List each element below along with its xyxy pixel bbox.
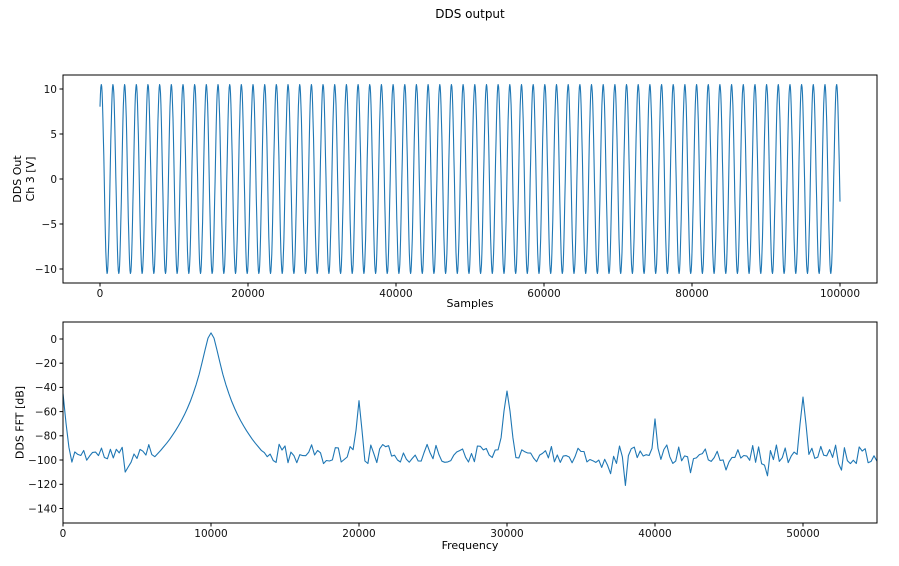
y-tick-label: −20 xyxy=(35,358,57,370)
x-tick-label: 20000 xyxy=(231,288,264,300)
y-tick-label: −100 xyxy=(28,455,57,467)
x-tick-label: 0 xyxy=(60,528,67,540)
dds-output-line xyxy=(99,83,841,275)
y-tick-label: 0 xyxy=(50,334,57,346)
y-tick-label: −120 xyxy=(28,479,57,491)
y-tick-label: −80 xyxy=(35,431,57,443)
x-tick-label: 80000 xyxy=(675,288,708,300)
x-tick-label: 30000 xyxy=(490,528,523,540)
x-axis-label-fft: Frequency xyxy=(441,539,499,552)
x-tick-label: 40000 xyxy=(638,528,671,540)
y-tick-label: −140 xyxy=(28,503,57,515)
x-tick-label: 50000 xyxy=(786,528,819,540)
x-tick-label: 20000 xyxy=(342,528,375,540)
dds-fft-line xyxy=(63,332,877,487)
axes-frame xyxy=(62,321,878,524)
x-tick-label: 40000 xyxy=(379,288,412,300)
y-axis-label-waveform: DDS Out Ch 3 [V] xyxy=(11,155,37,203)
x-tick-label: 100000 xyxy=(820,288,860,300)
x-tick-label: 0 xyxy=(97,288,104,300)
figure-title: DDS output xyxy=(435,7,505,21)
y-tick-label: 0 xyxy=(50,174,57,186)
y-tick-label: −40 xyxy=(35,382,57,394)
x-tick-label: 10000 xyxy=(194,528,227,540)
x-tick-label: 60000 xyxy=(527,288,560,300)
x-axis-label-waveform: Samples xyxy=(446,297,494,310)
y-tick-label: −60 xyxy=(35,406,57,418)
y-tick-label: 10 xyxy=(44,84,57,96)
y-tick-label: 5 xyxy=(50,129,57,141)
y-axis-label-fft: DDS FFT [dB] xyxy=(13,385,27,460)
y-tick-label: −5 xyxy=(42,219,57,231)
y-tick-label: −10 xyxy=(35,264,57,276)
